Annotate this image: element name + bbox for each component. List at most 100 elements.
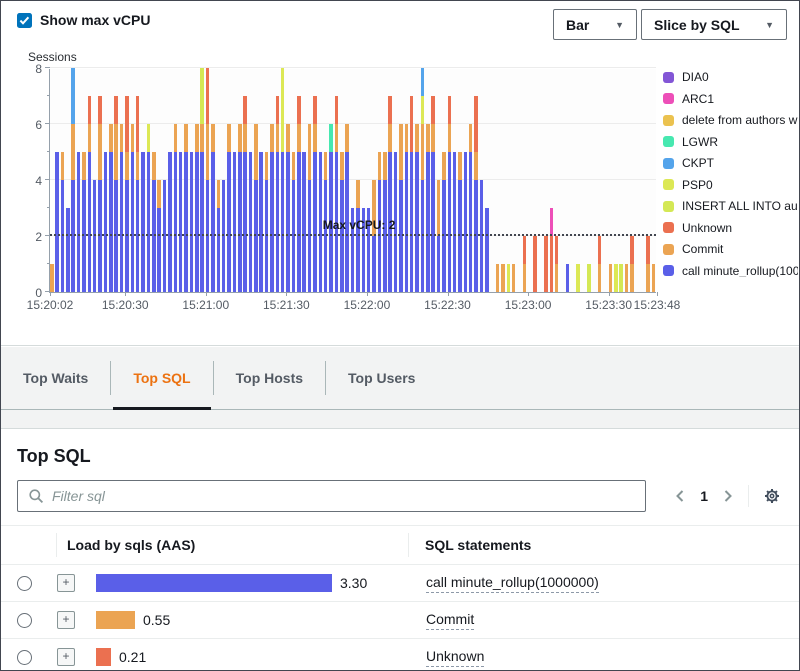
pagination-page-number[interactable]: 1 — [700, 488, 708, 504]
chart-bar[interactable] — [458, 152, 462, 292]
chart-bar[interactable] — [361, 208, 366, 292]
pagination-prev-button[interactable] — [672, 487, 688, 505]
chart-bar[interactable] — [420, 68, 425, 292]
chart-bar[interactable] — [189, 152, 194, 292]
chart-bar[interactable] — [313, 96, 317, 292]
chart-bar[interactable] — [630, 236, 634, 292]
chart-bar[interactable] — [130, 124, 135, 292]
chart-bar[interactable] — [162, 180, 167, 292]
tab-top-users[interactable]: Top Users — [326, 347, 437, 409]
column-header-load[interactable]: Load by sqls (AAS) — [57, 533, 409, 557]
legend-item[interactable]: Commit — [663, 242, 798, 256]
chart-bar[interactable] — [146, 124, 151, 292]
chart-bar[interactable] — [463, 152, 468, 292]
chart-bar[interactable] — [270, 124, 274, 292]
chart-bar[interactable] — [442, 152, 446, 292]
chart-bar[interactable] — [221, 180, 226, 292]
chart-bar[interactable] — [286, 124, 290, 292]
chart-bar[interactable] — [216, 180, 221, 292]
pagination-next-button[interactable] — [720, 487, 736, 505]
chart-bar[interactable] — [184, 124, 188, 292]
chart-bar[interactable] — [238, 124, 242, 292]
chart-bar[interactable] — [92, 180, 97, 292]
chart-bar[interactable] — [452, 152, 457, 292]
chart-bar[interactable] — [404, 124, 409, 292]
legend-item[interactable]: ARC1 — [663, 92, 798, 106]
chart-bar[interactable] — [393, 152, 398, 292]
chart-bar[interactable] — [291, 152, 296, 292]
expand-row-button[interactable]: + — [57, 574, 75, 592]
chart-bar[interactable] — [409, 96, 414, 292]
chart-bar[interactable] — [50, 264, 54, 292]
chart-bar[interactable] — [431, 96, 435, 292]
legend-item[interactable]: INSERT ALL INTO au — [663, 199, 798, 213]
chart-bar[interactable] — [248, 152, 253, 292]
chart-bar[interactable] — [608, 264, 613, 292]
chart-bar[interactable] — [447, 96, 451, 292]
chart-bar[interactable] — [297, 96, 301, 292]
settings-gear-button[interactable] — [761, 485, 783, 507]
chart-bar[interactable] — [227, 124, 231, 292]
chart-bar[interactable] — [554, 236, 559, 292]
chart-bar[interactable] — [87, 96, 92, 292]
chart-bar[interactable] — [399, 124, 403, 292]
chart-bar[interactable] — [544, 236, 548, 292]
chart-bar[interactable] — [565, 264, 570, 292]
chart-bar[interactable] — [329, 124, 333, 292]
chart-bar[interactable] — [334, 96, 339, 292]
chart-bar[interactable] — [377, 152, 382, 292]
chart-bar[interactable] — [350, 208, 355, 292]
chart-bar[interactable] — [340, 152, 344, 292]
chart-type-dropdown[interactable]: Bar ▼ — [553, 9, 637, 40]
chart-bar[interactable] — [318, 152, 323, 292]
chart-bar[interactable] — [157, 180, 161, 292]
chart-bar[interactable] — [55, 152, 59, 292]
chart-bar[interactable] — [356, 180, 360, 292]
chart-bar[interactable] — [243, 96, 247, 292]
chart-bar[interactable] — [302, 152, 306, 292]
chart-bar[interactable] — [103, 152, 108, 292]
chart-bar[interactable] — [501, 264, 505, 292]
legend-item[interactable]: CKPT — [663, 156, 798, 170]
checkbox-checked-icon[interactable] — [17, 12, 32, 28]
chart-bar[interactable] — [275, 96, 280, 292]
chart-bar[interactable] — [506, 264, 511, 292]
chart-bar[interactable] — [280, 68, 285, 292]
legend-item[interactable]: PSP0 — [663, 178, 798, 192]
chart-bar[interactable] — [141, 152, 145, 292]
chart-bar[interactable] — [549, 208, 554, 292]
row-radio-button[interactable] — [17, 575, 32, 591]
chart-bar[interactable] — [576, 264, 580, 292]
chart-bar[interactable] — [119, 124, 124, 292]
chart-bar[interactable] — [76, 152, 81, 292]
chart-bar[interactable] — [82, 152, 86, 292]
show-max-vcpu-toggle[interactable]: Show max vCPU — [17, 12, 150, 28]
chart-bar[interactable] — [624, 264, 629, 292]
chart-bar[interactable] — [372, 180, 376, 292]
chart-bar[interactable] — [71, 68, 75, 292]
chart-bar[interactable] — [366, 208, 371, 292]
expand-row-button[interactable]: + — [57, 648, 75, 666]
sql-statement-link[interactable]: Commit — [426, 611, 475, 630]
legend-item[interactable]: LGWR — [663, 135, 798, 149]
chart-bar[interactable] — [651, 264, 656, 292]
chart-bar[interactable] — [173, 124, 178, 292]
sql-statement-link[interactable]: call minute_rollup(1000000) — [426, 574, 599, 593]
chart-bar[interactable] — [254, 124, 258, 292]
chart-bar[interactable] — [436, 180, 441, 292]
legend-item[interactable]: DIA0 — [663, 71, 798, 84]
row-radio-button[interactable] — [17, 649, 32, 665]
chart-bar[interactable] — [426, 124, 430, 292]
chart-bar[interactable] — [388, 96, 392, 292]
chart-bar[interactable] — [135, 96, 140, 292]
chart-bar[interactable] — [646, 236, 650, 292]
chart-bar[interactable] — [114, 96, 118, 292]
chart-bar[interactable] — [511, 264, 516, 292]
tab-top-hosts[interactable]: Top Hosts — [214, 347, 325, 409]
chart-bar[interactable] — [109, 124, 113, 292]
filter-sql-box[interactable] — [17, 480, 646, 512]
legend-item[interactable]: call minute_rollup(100 — [663, 264, 798, 277]
filter-sql-input[interactable] — [52, 488, 635, 504]
chart-bar[interactable] — [211, 124, 215, 292]
chart-bar[interactable] — [533, 236, 537, 292]
